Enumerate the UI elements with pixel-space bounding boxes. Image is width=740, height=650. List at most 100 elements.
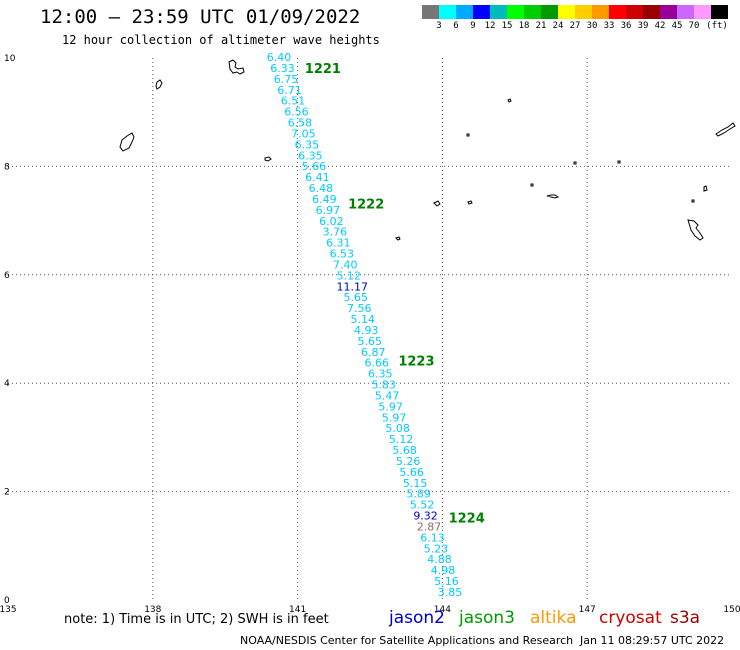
x-tick-label: 135 — [0, 605, 17, 615]
island-shape — [687, 219, 704, 241]
color-scale-swatch — [711, 5, 728, 19]
color-scale-swatch — [541, 5, 558, 19]
wave-height-value: 6.35 — [368, 368, 393, 381]
wave-height-value: 5.52 — [410, 499, 435, 512]
wave-height-value: 6.53 — [330, 248, 355, 261]
color-scale-swatch — [677, 5, 694, 19]
note-text: note: 1) Time is in UTC; 2) SWH is in fe… — [64, 612, 329, 627]
color-scale-label: 3 — [436, 21, 442, 31]
x-tick-label: 138 — [144, 605, 161, 615]
color-scale-label: 9 — [470, 21, 476, 31]
island-shape — [546, 194, 560, 199]
color-scale-swatch — [524, 5, 541, 19]
wave-height-value: 5.47 — [375, 389, 400, 402]
color-scale-swatch — [643, 5, 660, 19]
x-tick-label: 141 — [289, 605, 306, 615]
color-scale-label: 12 — [484, 21, 496, 31]
color-scale-label: 6 — [453, 21, 459, 31]
wave-height-value: 7.56 — [347, 302, 372, 315]
pass-number-label: 1222 — [348, 197, 384, 212]
color-scale-swatch — [490, 5, 507, 19]
wave-height-value: 6.75 — [274, 73, 299, 86]
y-tick-label: 6 — [4, 271, 10, 281]
wave-height-value: 5.23 — [424, 542, 449, 555]
y-tick-label: 2 — [4, 488, 10, 498]
wave-height-value: 5.16 — [434, 575, 459, 588]
island-shape — [466, 133, 470, 137]
island-shape — [264, 156, 272, 162]
pass-number-label: 1221 — [305, 62, 341, 77]
color-scale-swatch — [592, 5, 609, 19]
map-subtitle: 12 hour collection of altimeter wave hei… — [62, 33, 380, 47]
color-scale-label: 27 — [569, 21, 581, 31]
wave-height-value: 5.66 — [399, 466, 424, 479]
wave-height-value: 5.66 — [302, 160, 327, 173]
color-scale-label: 33 — [603, 21, 615, 31]
color-scale-swatch — [575, 5, 592, 19]
island-shape — [507, 98, 512, 103]
wave-height-value: 5.08 — [385, 422, 410, 435]
wave-height-value: 6.40 — [267, 51, 292, 64]
wave-height-value: 6.02 — [319, 215, 344, 228]
island-shape — [433, 200, 441, 207]
wave-height-value: 5.12 — [337, 269, 362, 282]
color-scale-swatch — [473, 5, 490, 19]
wave-height-value: 6.48 — [309, 182, 334, 195]
wave-height-track: 6.406.336.756.716.516.566.587.056.356.35… — [267, 51, 463, 599]
satellite-legend-item: cryosat — [599, 608, 662, 628]
wave-height-value: 9.32 — [413, 510, 438, 523]
wave-height-value: 5.12 — [389, 433, 414, 446]
map-title: 12:00 – 23:59 UTC 01/09/2022 — [40, 6, 361, 28]
wave-height-value: 6.71 — [277, 84, 302, 97]
credit-text: NOAA/NESDIS Center for Satellite Applica… — [240, 634, 574, 647]
wave-height-value: 6.41 — [305, 171, 330, 184]
color-scale-label: 24 — [552, 21, 564, 31]
island-outlines — [119, 59, 736, 241]
wave-height-value: 5.83 — [371, 379, 396, 392]
wave-height-value: 6.31 — [326, 237, 351, 250]
wave-height-value: 6.13 — [420, 531, 445, 544]
wave-height-value: 6.51 — [281, 95, 306, 108]
wave-height-value: 6.49 — [312, 193, 337, 206]
color-scale-swatch — [422, 5, 439, 19]
color-scale-label: 18 — [518, 21, 530, 31]
island-shape — [703, 185, 708, 192]
color-scale-bar — [422, 5, 728, 19]
y-tick-label: 0 — [4, 596, 10, 606]
wave-height-value: 4.88 — [427, 553, 452, 566]
wave-height-value: 4.93 — [354, 324, 379, 337]
x-tick-label: 147 — [579, 605, 596, 615]
wave-height-value: 5.97 — [378, 400, 403, 413]
island-shape — [715, 122, 736, 137]
y-tick-label: 8 — [4, 162, 10, 172]
wave-height-value: 5.15 — [403, 477, 428, 490]
pass-number-label: 1223 — [398, 355, 434, 370]
grid-lines — [8, 58, 732, 600]
color-scale-swatch — [694, 5, 711, 19]
island-shape — [155, 79, 163, 90]
satellite-legend-item: altika — [530, 608, 577, 628]
wave-height-value: 11.17 — [337, 280, 369, 293]
axis-tick-labels: 135 138 141 144 147 150 10 8 6 4 2 0 — [0, 54, 740, 615]
island-shape — [573, 161, 577, 165]
wave-height-value: 7.05 — [291, 127, 316, 140]
color-scale-swatch — [609, 5, 626, 19]
wave-height-value: 6.97 — [316, 204, 341, 217]
wave-height-value: 6.35 — [298, 149, 323, 162]
island-shape — [119, 132, 135, 152]
wave-height-value: 3.85 — [438, 586, 463, 599]
y-tick-label: 4 — [4, 379, 10, 389]
wave-height-value: 6.56 — [284, 106, 309, 119]
wave-height-value: 2.87 — [417, 520, 442, 533]
color-scale-label: 42 — [654, 21, 666, 31]
pass-number-label: 1224 — [449, 512, 485, 527]
color-scale-swatch — [507, 5, 524, 19]
wave-height-value: 5.65 — [344, 291, 369, 304]
wave-height-value: 5.14 — [351, 313, 376, 326]
wave-height-value: 7.40 — [333, 258, 358, 271]
wave-height-value: 5.65 — [357, 335, 382, 348]
color-scale-swatch — [660, 5, 677, 19]
color-scale-label: 39 — [637, 21, 649, 31]
wave-height-value: 5.97 — [382, 411, 407, 424]
